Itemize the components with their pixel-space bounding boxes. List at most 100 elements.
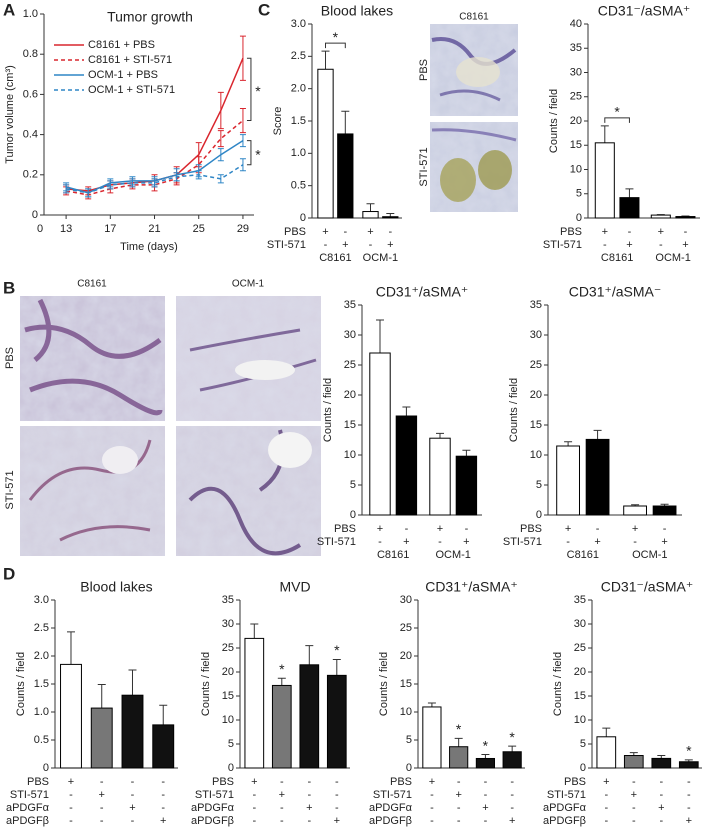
condition-sign: - (307, 776, 311, 788)
bar (455, 455, 478, 516)
error-bar (593, 429, 602, 440)
condition-sign: - (628, 226, 632, 238)
y-tick-label: 1.5 (34, 678, 49, 690)
micrograph-texture (176, 296, 321, 421)
y-axis-label: Counts / field (508, 378, 520, 442)
y-tick-label: 15 (400, 678, 412, 690)
condition-sign: - (604, 789, 608, 801)
error-bar (173, 172, 180, 182)
bar (594, 142, 615, 219)
bar (449, 746, 469, 769)
condition-sign: + (463, 536, 469, 548)
bar (121, 694, 144, 769)
y-tick-label: 15 (574, 690, 586, 702)
condition-sign: + (686, 815, 692, 827)
condition-sign: - (335, 789, 339, 801)
condition-sign: + (482, 802, 488, 814)
error-bar (151, 178, 158, 188)
group-label: OCM-1 (632, 549, 667, 561)
y-axis-label: Counts / field (552, 652, 564, 716)
condition-sign: - (252, 789, 256, 801)
y-tick-label: 5 (580, 738, 586, 750)
bar (362, 211, 379, 219)
condition-sign: + (99, 789, 105, 801)
y-tick-label: 1.0 (23, 8, 38, 20)
chart-title: CD31⁺/aSMA⁻ (569, 284, 662, 300)
chart-title: Blood lakes (321, 3, 393, 19)
y-tick-label: 0 (32, 209, 38, 221)
condition-sign: - (343, 226, 347, 238)
chart-title: Tumor growth (107, 9, 193, 25)
condition-sign: + (631, 789, 637, 801)
condition-sign: - (604, 802, 608, 814)
x-tick-label: 25 (193, 223, 205, 235)
group-label: C8161 (377, 549, 409, 561)
condition-sign: - (684, 226, 688, 238)
condition-sign: + (322, 226, 328, 238)
condition-sign: + (455, 789, 461, 801)
significance-bracket (246, 140, 252, 166)
significance-label: * (333, 29, 339, 45)
condition-sign: - (659, 789, 663, 801)
y-tick-label: 0 (580, 762, 586, 774)
condition-sign: - (324, 239, 328, 251)
error-bar (217, 148, 224, 162)
significance-label: * (255, 146, 261, 162)
error-bar (217, 91, 224, 130)
error-bar (239, 35, 246, 81)
error-bar (564, 441, 573, 446)
bar (422, 706, 442, 769)
y-tick-label: 30 (574, 618, 586, 630)
y-tick-label: 2.0 (34, 650, 49, 662)
condition-label: aPDGFα (6, 802, 50, 814)
condition-sign: - (596, 523, 600, 535)
micrograph-row-label: STI-571 (418, 147, 430, 186)
legend-label: OCM-1 + PBS (88, 69, 158, 81)
condition-sign: - (633, 536, 637, 548)
y-axis-label: Score (272, 107, 284, 136)
condition-label: STI-571 (10, 789, 49, 801)
group-label: OCM-1 (655, 252, 690, 264)
condition-sign: - (484, 789, 488, 801)
bar (675, 216, 696, 219)
condition-sign: - (388, 226, 392, 238)
condition-sign: + (682, 239, 688, 251)
condition-sign: - (131, 789, 135, 801)
error-bar (436, 432, 444, 439)
y-tick-label: 0 (536, 509, 542, 521)
significance-label: * (483, 737, 489, 753)
bar (244, 637, 265, 769)
condition-sign: + (602, 226, 608, 238)
error-bar (85, 188, 92, 198)
y-tick-label: 10 (400, 706, 412, 718)
legend-label: C8161 + STI-571 (88, 54, 172, 66)
significance-label: * (509, 729, 515, 745)
bar (429, 437, 451, 516)
y-tick-label: 25 (400, 622, 412, 634)
condition-sign: + (594, 536, 600, 548)
vessel (24, 298, 163, 416)
condition-label: STI-571 (317, 536, 356, 548)
x-tick-label: 21 (148, 223, 160, 235)
condition-sign: + (279, 789, 285, 801)
condition-sign: - (457, 776, 461, 788)
condition-sign: - (405, 523, 409, 535)
error-bar (366, 203, 375, 212)
condition-sign: - (659, 815, 663, 827)
lumen (102, 446, 138, 474)
y-tick-label: 25 (530, 359, 542, 371)
condition-label: PBS (390, 776, 412, 788)
y-axis-label: Counts / field (15, 652, 27, 716)
bar (299, 664, 320, 769)
condition-sign: - (603, 239, 607, 251)
y-tick-label: 0.4 (23, 129, 38, 141)
y-tick-label: 3.0 (34, 594, 49, 606)
y-tick-label: 3.0 (291, 18, 306, 30)
bar (90, 707, 113, 769)
y-axis-label: Counts / field (548, 89, 560, 153)
condition-label: PBS (560, 226, 582, 238)
y-tick-label: 0.5 (291, 180, 306, 192)
condition-sign: + (509, 815, 515, 827)
error-bar (107, 180, 114, 190)
